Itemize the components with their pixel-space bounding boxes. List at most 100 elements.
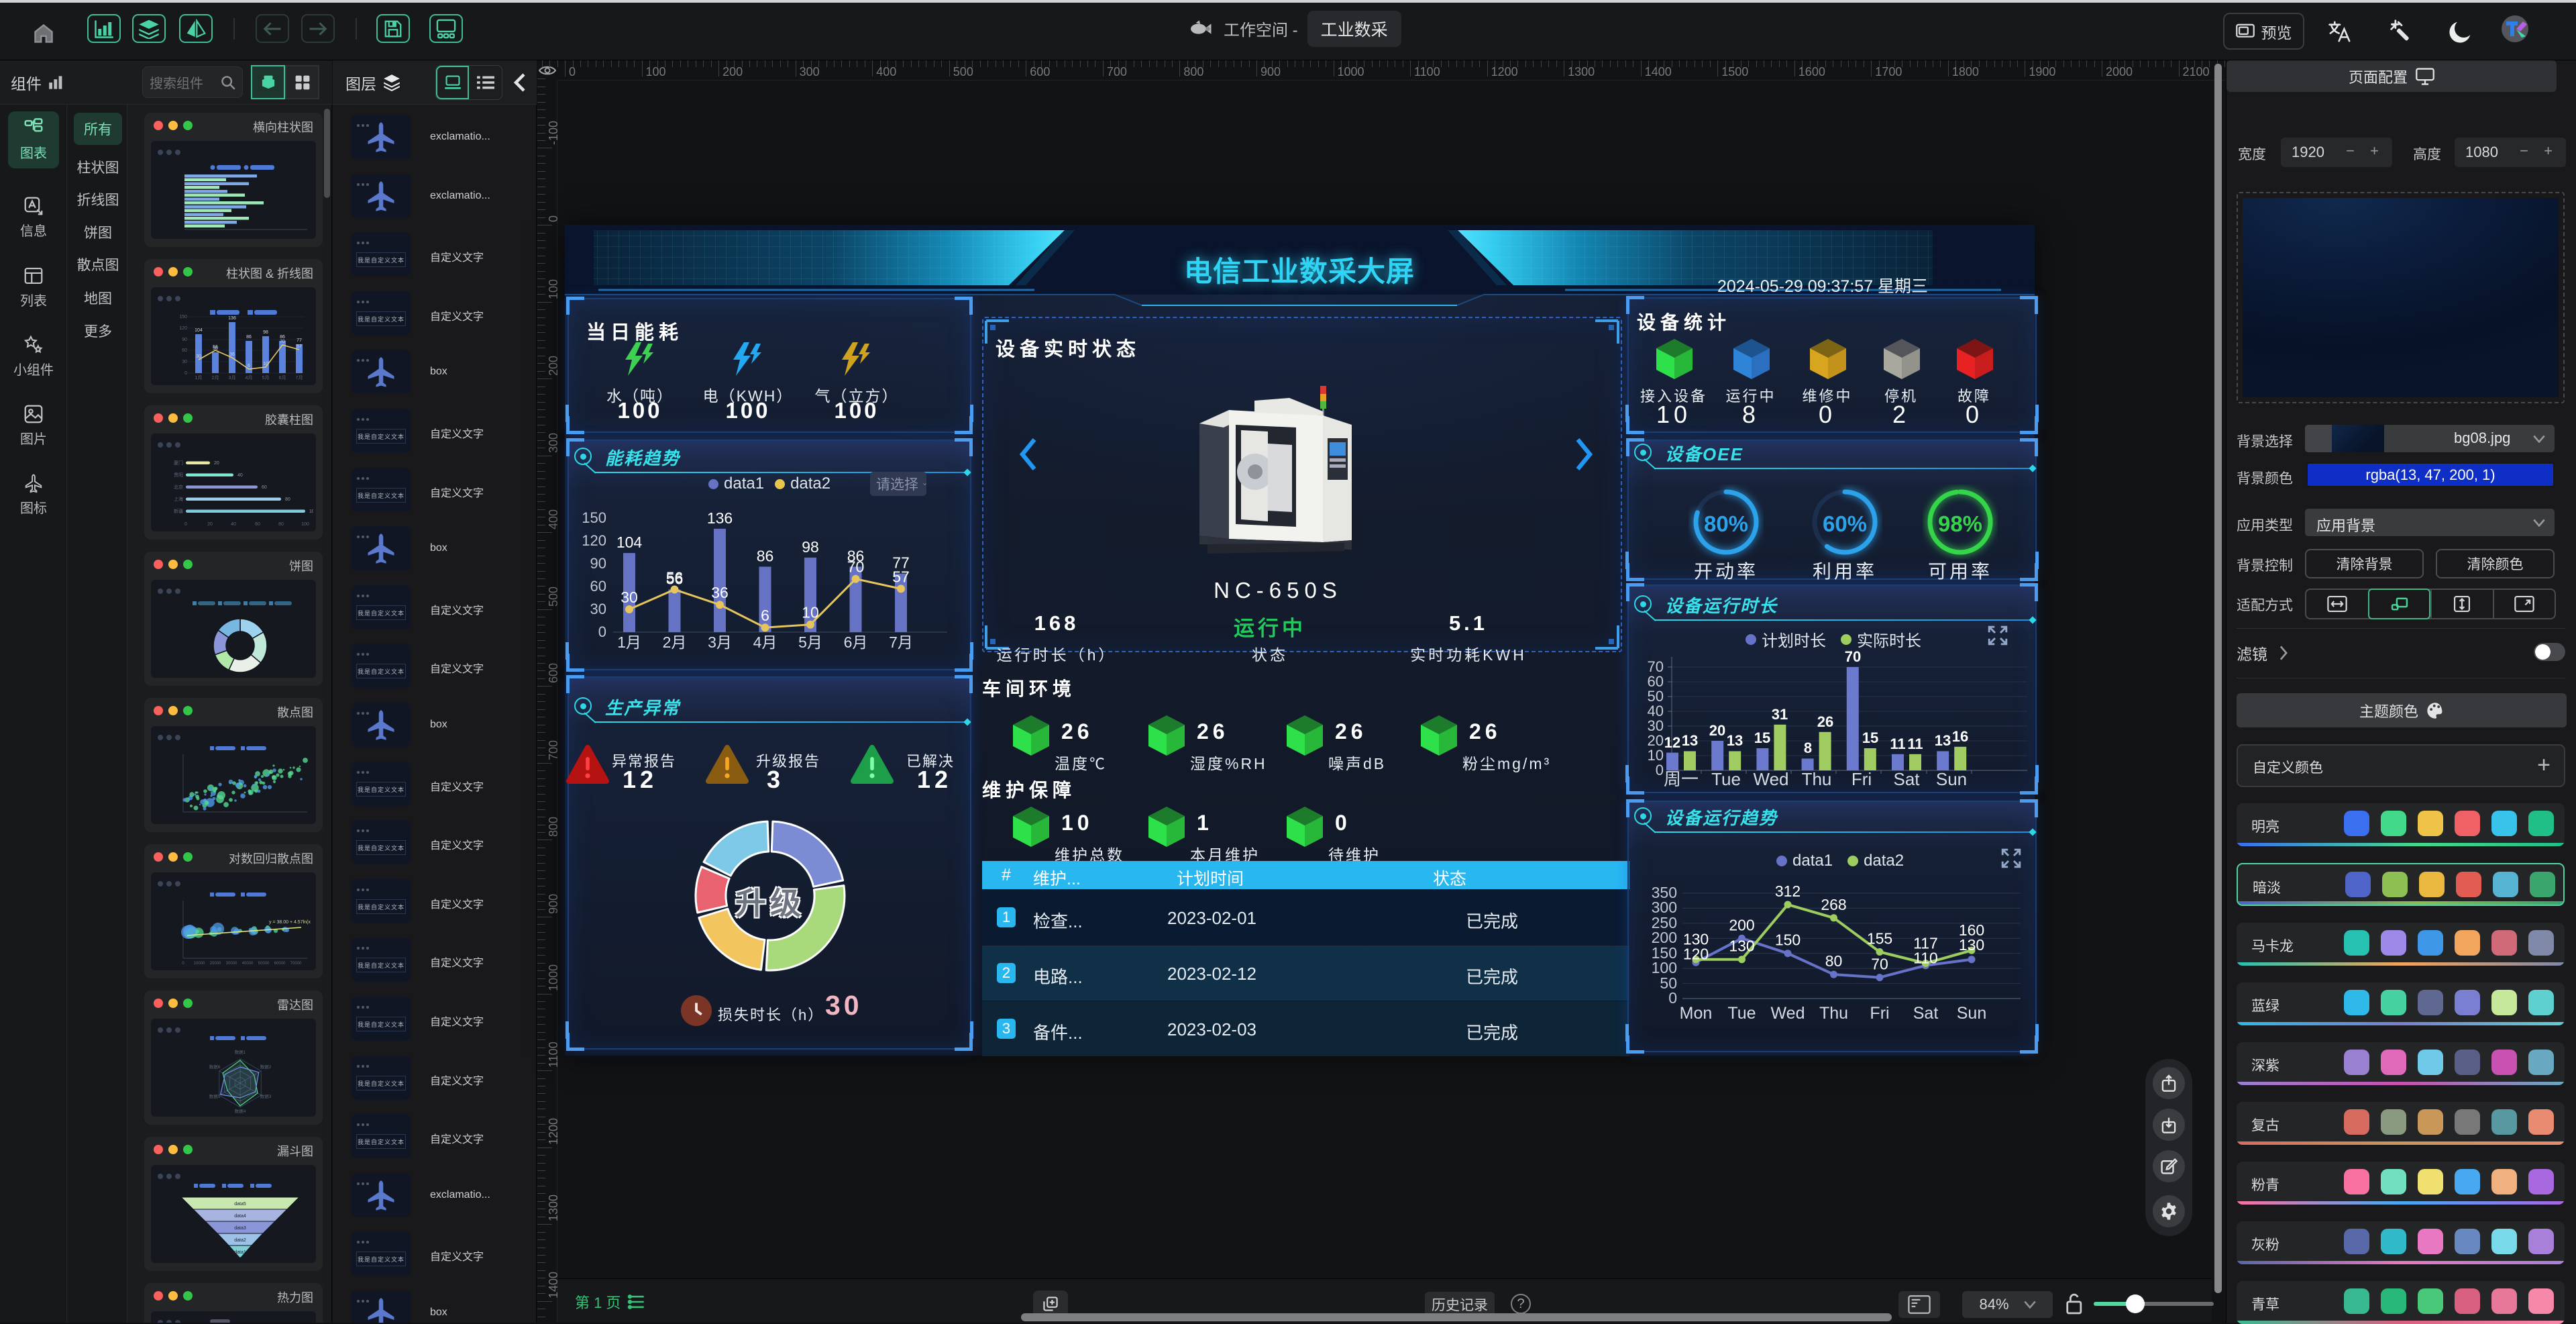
svg-text:70: 70 bbox=[1648, 658, 1664, 675]
svg-text:100: 100 bbox=[301, 522, 309, 527]
svg-text:70000: 70000 bbox=[290, 962, 302, 966]
svg-text:4月: 4月 bbox=[246, 375, 253, 380]
svg-text:80: 80 bbox=[278, 522, 284, 527]
svg-text:56: 56 bbox=[666, 569, 684, 587]
svg-text:30000: 30000 bbox=[226, 962, 237, 966]
svg-text:15: 15 bbox=[1754, 729, 1770, 746]
svg-text:70: 70 bbox=[1845, 648, 1861, 665]
svg-text:12: 12 bbox=[1664, 734, 1680, 751]
svg-text:2月: 2月 bbox=[212, 375, 219, 380]
svg-text:50: 50 bbox=[1648, 688, 1664, 705]
svg-text:60: 60 bbox=[262, 485, 267, 490]
svg-text:40: 40 bbox=[1648, 703, 1664, 719]
svg-text:7月: 7月 bbox=[889, 633, 913, 651]
svg-text:数据2: 数据2 bbox=[260, 1064, 272, 1070]
svg-text:70: 70 bbox=[847, 558, 865, 576]
svg-text:60: 60 bbox=[182, 348, 187, 353]
svg-text:20: 20 bbox=[207, 522, 213, 527]
svg-text:70: 70 bbox=[280, 340, 285, 344]
svg-text:104: 104 bbox=[195, 328, 203, 333]
svg-text:上海: 上海 bbox=[174, 496, 183, 502]
svg-text:0: 0 bbox=[182, 962, 184, 966]
svg-text:Sat: Sat bbox=[1893, 769, 1920, 789]
svg-text:11: 11 bbox=[1890, 735, 1905, 752]
svg-text:130: 130 bbox=[1683, 931, 1709, 948]
svg-text:data4: data4 bbox=[234, 1214, 246, 1219]
svg-text:150: 150 bbox=[1775, 931, 1801, 949]
svg-text:Thu: Thu bbox=[1819, 1004, 1848, 1023]
svg-text:312: 312 bbox=[1775, 882, 1801, 900]
svg-text:15: 15 bbox=[1862, 729, 1878, 746]
svg-text:60%: 60% bbox=[1823, 511, 1867, 536]
svg-text:30: 30 bbox=[182, 360, 187, 364]
svg-text:数据5: 数据5 bbox=[209, 1093, 221, 1099]
svg-text:Wed: Wed bbox=[1771, 1004, 1805, 1023]
svg-text:10: 10 bbox=[1648, 747, 1664, 764]
svg-text:3月: 3月 bbox=[708, 633, 732, 651]
svg-text:60: 60 bbox=[255, 522, 260, 527]
svg-text:1月: 1月 bbox=[617, 633, 641, 651]
svg-text:120: 120 bbox=[179, 326, 187, 331]
svg-text:300: 300 bbox=[1652, 899, 1677, 916]
svg-text:20: 20 bbox=[1648, 732, 1664, 749]
svg-text:98: 98 bbox=[802, 538, 819, 556]
svg-text:200: 200 bbox=[1652, 929, 1677, 946]
svg-text:厦门: 厦门 bbox=[174, 460, 183, 466]
svg-text:Thu: Thu bbox=[1802, 769, 1832, 789]
svg-text:5月: 5月 bbox=[798, 633, 822, 651]
svg-text:86: 86 bbox=[246, 335, 252, 340]
svg-text:0: 0 bbox=[184, 522, 187, 527]
svg-text:56: 56 bbox=[213, 345, 218, 350]
svg-text:150: 150 bbox=[1652, 944, 1677, 962]
svg-text:30: 30 bbox=[1648, 717, 1664, 734]
svg-text:50000: 50000 bbox=[258, 962, 270, 966]
svg-text:Fri: Fri bbox=[1870, 1004, 1889, 1023]
svg-text:40000: 40000 bbox=[242, 962, 254, 966]
svg-text:10000: 10000 bbox=[194, 962, 205, 966]
svg-text:16: 16 bbox=[1952, 728, 1968, 745]
svg-text:60: 60 bbox=[1648, 673, 1664, 690]
svg-text:7月: 7月 bbox=[296, 375, 303, 380]
svg-text:80%: 80% bbox=[1704, 511, 1748, 536]
svg-text:11: 11 bbox=[1907, 735, 1923, 752]
svg-text:60: 60 bbox=[590, 578, 606, 595]
svg-text:Tue: Tue bbox=[1727, 1004, 1756, 1023]
svg-text:130: 130 bbox=[1959, 936, 1984, 954]
svg-text:120: 120 bbox=[1683, 946, 1709, 963]
svg-text:数据4: 数据4 bbox=[235, 1108, 246, 1114]
svg-text:data3: data3 bbox=[234, 1226, 246, 1231]
svg-text:56: 56 bbox=[666, 570, 684, 588]
svg-text:Mon: Mon bbox=[1680, 1004, 1713, 1023]
svg-text:30: 30 bbox=[196, 354, 201, 359]
svg-text:Tue: Tue bbox=[1711, 769, 1741, 789]
svg-text:160: 160 bbox=[1959, 921, 1984, 939]
svg-text:150: 150 bbox=[179, 315, 187, 319]
svg-text:100: 100 bbox=[1652, 959, 1677, 976]
svg-text:13: 13 bbox=[1682, 732, 1698, 749]
svg-text:86: 86 bbox=[280, 335, 285, 340]
svg-text:Fri: Fri bbox=[1851, 769, 1872, 789]
svg-text:86: 86 bbox=[757, 548, 774, 565]
svg-text:5月: 5月 bbox=[262, 375, 270, 380]
svg-text:56: 56 bbox=[213, 346, 218, 351]
svg-text:4月: 4月 bbox=[753, 633, 777, 651]
svg-text:3月: 3月 bbox=[229, 375, 236, 380]
svg-text:6月: 6月 bbox=[844, 633, 868, 651]
svg-text:13: 13 bbox=[1935, 732, 1951, 749]
svg-text:80: 80 bbox=[1825, 952, 1843, 970]
svg-text:Sun: Sun bbox=[1936, 769, 1967, 789]
svg-text:Sun: Sun bbox=[1957, 1004, 1986, 1023]
svg-text:36: 36 bbox=[711, 584, 729, 601]
svg-text:周一: 周一 bbox=[1664, 769, 1699, 789]
svg-text:30: 30 bbox=[621, 589, 638, 606]
svg-text:136: 136 bbox=[707, 509, 733, 527]
svg-text:0: 0 bbox=[1656, 762, 1664, 778]
svg-text:90: 90 bbox=[182, 338, 187, 342]
svg-text:26: 26 bbox=[1817, 713, 1833, 730]
svg-text:新疆: 新疆 bbox=[174, 508, 183, 514]
svg-text:200: 200 bbox=[1729, 916, 1754, 933]
svg-text:57: 57 bbox=[892, 568, 910, 585]
svg-text:2月: 2月 bbox=[663, 633, 687, 651]
svg-text:6月: 6月 bbox=[279, 375, 286, 380]
svg-text:data2: data2 bbox=[234, 1238, 246, 1243]
